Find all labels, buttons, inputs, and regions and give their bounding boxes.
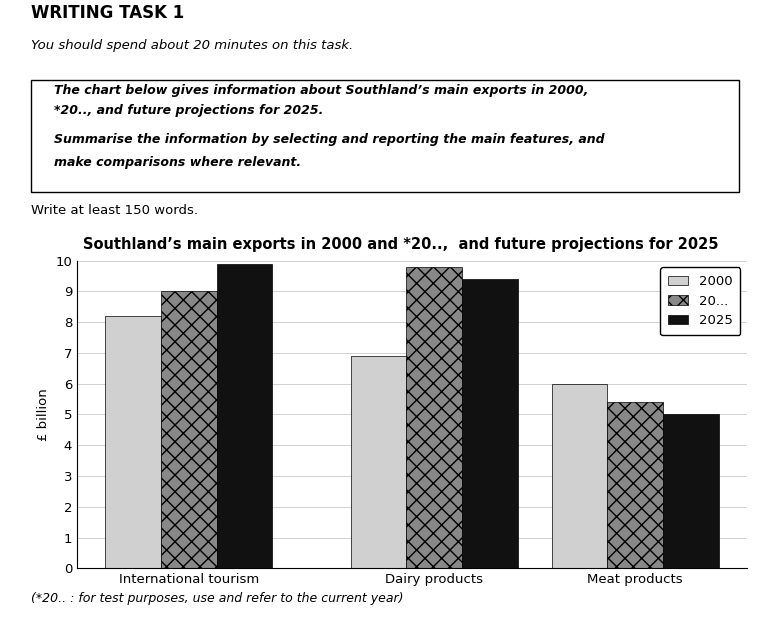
Bar xyxy=(161,291,216,568)
Text: make comparisons where relevant.: make comparisons where relevant. xyxy=(54,156,301,170)
Bar xyxy=(462,279,518,568)
Y-axis label: £ billion: £ billion xyxy=(37,388,50,441)
Bar xyxy=(407,267,462,568)
Bar xyxy=(350,356,407,568)
Bar xyxy=(551,384,608,568)
Bar xyxy=(608,402,663,568)
Text: Write at least 150 words.: Write at least 150 words. xyxy=(31,203,198,217)
Text: (*20.. : for test purposes, use and refer to the current year): (*20.. : for test purposes, use and refe… xyxy=(31,592,403,605)
Bar xyxy=(105,316,161,568)
Bar xyxy=(663,414,719,568)
Text: You should spend about 20 minutes on this task.: You should spend about 20 minutes on thi… xyxy=(31,39,353,52)
Text: WRITING TASK 1: WRITING TASK 1 xyxy=(31,4,184,22)
Text: Summarise the information by selecting and reporting the main features, and: Summarise the information by selecting a… xyxy=(54,133,604,146)
Text: *20.., and future projections for 2025.: *20.., and future projections for 2025. xyxy=(54,104,323,117)
Legend: 2000, 20..., 2025: 2000, 20..., 2025 xyxy=(660,268,740,335)
Text: Southland’s main exports in 2000 and *20..,  and future projections for 2025: Southland’s main exports in 2000 and *20… xyxy=(82,237,718,252)
Text: The chart below gives information about Southland’s main exports in 2000,: The chart below gives information about … xyxy=(54,84,588,97)
Bar xyxy=(216,264,273,568)
FancyBboxPatch shape xyxy=(31,80,739,192)
